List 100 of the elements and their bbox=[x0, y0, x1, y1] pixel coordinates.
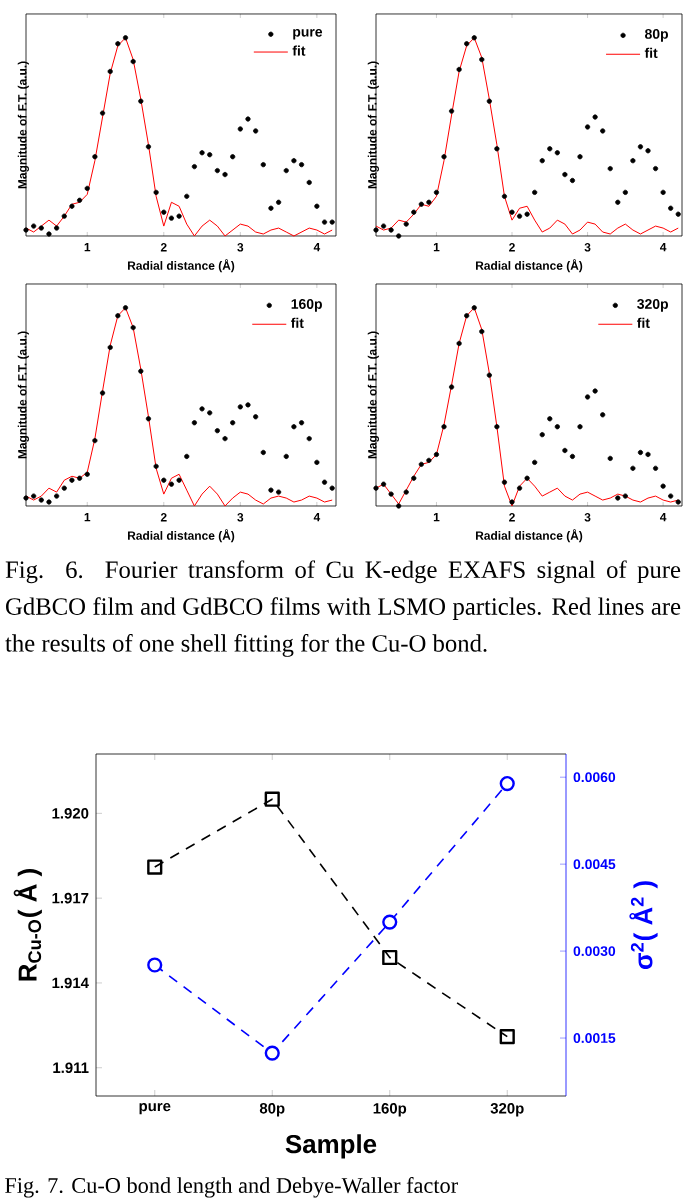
point bbox=[637, 144, 644, 150]
point bbox=[168, 481, 175, 487]
point bbox=[652, 465, 659, 471]
point bbox=[122, 305, 129, 311]
point bbox=[245, 116, 251, 122]
point bbox=[622, 189, 628, 195]
y-axis-title: R$_{Cu-O}$( Å ) bbox=[13, 869, 42, 981]
point bbox=[584, 124, 591, 130]
point bbox=[532, 189, 538, 195]
point bbox=[577, 154, 583, 160]
point bbox=[388, 227, 394, 233]
point bbox=[532, 459, 538, 465]
point bbox=[214, 167, 220, 174]
point bbox=[592, 388, 598, 394]
point bbox=[329, 485, 335, 491]
point bbox=[464, 41, 470, 47]
point bbox=[99, 110, 106, 116]
point bbox=[494, 146, 500, 152]
point bbox=[418, 461, 424, 467]
point bbox=[645, 451, 651, 458]
point bbox=[207, 410, 213, 416]
point bbox=[54, 225, 60, 231]
point bbox=[138, 98, 144, 104]
point bbox=[276, 199, 282, 205]
point bbox=[547, 416, 553, 422]
point bbox=[388, 491, 394, 497]
point bbox=[668, 205, 674, 211]
point bbox=[122, 35, 129, 41]
point bbox=[283, 167, 289, 174]
point bbox=[115, 313, 121, 319]
point bbox=[92, 437, 98, 444]
point bbox=[668, 493, 674, 499]
point bbox=[562, 447, 568, 454]
point bbox=[637, 449, 644, 456]
point bbox=[314, 459, 320, 465]
point bbox=[615, 199, 621, 205]
point bbox=[268, 205, 274, 211]
point bbox=[253, 128, 259, 134]
point bbox=[516, 213, 523, 219]
point bbox=[539, 432, 545, 438]
point bbox=[584, 394, 591, 400]
point bbox=[184, 193, 190, 199]
point bbox=[253, 414, 259, 420]
point bbox=[306, 179, 312, 186]
point bbox=[61, 485, 67, 491]
point bbox=[486, 98, 492, 104]
point bbox=[260, 449, 266, 456]
point bbox=[426, 199, 432, 205]
point bbox=[509, 499, 515, 505]
point bbox=[652, 165, 659, 172]
point bbox=[479, 328, 485, 335]
point bbox=[38, 225, 44, 231]
point bbox=[214, 428, 220, 434]
point bbox=[184, 453, 190, 460]
point bbox=[660, 189, 666, 195]
point bbox=[675, 211, 681, 217]
point bbox=[382, 914, 398, 930]
point bbox=[107, 344, 113, 351]
point bbox=[539, 158, 545, 164]
point bbox=[107, 68, 113, 75]
point bbox=[441, 154, 447, 160]
point bbox=[222, 436, 228, 442]
point bbox=[283, 453, 289, 460]
point bbox=[509, 209, 515, 215]
point bbox=[176, 477, 182, 483]
point bbox=[411, 209, 417, 215]
point bbox=[607, 165, 613, 172]
point bbox=[479, 56, 485, 63]
point bbox=[554, 424, 560, 430]
point bbox=[99, 390, 106, 396]
point bbox=[494, 424, 500, 430]
point bbox=[645, 148, 651, 154]
point bbox=[329, 219, 335, 225]
point bbox=[607, 455, 613, 462]
point bbox=[660, 483, 666, 489]
point bbox=[168, 215, 175, 221]
point bbox=[298, 420, 305, 426]
point bbox=[61, 213, 67, 219]
point bbox=[486, 372, 492, 378]
point bbox=[380, 481, 387, 487]
point bbox=[675, 499, 681, 505]
point bbox=[199, 150, 205, 156]
point bbox=[76, 197, 83, 203]
point bbox=[84, 471, 90, 477]
point bbox=[46, 231, 52, 237]
point bbox=[207, 152, 213, 158]
point bbox=[516, 485, 523, 491]
point bbox=[464, 313, 470, 319]
point bbox=[147, 859, 163, 875]
point bbox=[153, 189, 159, 195]
caption: Fig. 6. Fourier transform of Cu K-edge EXAFS signal of pure GdBCO film and GdBCO films with LSMO particles. Red lines are the results of one shell fitting for the Cu-O bond. bbox=[5, 560, 681, 657]
point bbox=[69, 477, 75, 483]
point bbox=[592, 114, 598, 120]
point bbox=[448, 108, 455, 114]
point bbox=[314, 203, 320, 209]
point bbox=[403, 221, 409, 227]
point bbox=[382, 949, 398, 966]
point bbox=[23, 227, 29, 233]
point bbox=[403, 489, 409, 495]
point bbox=[115, 41, 121, 47]
